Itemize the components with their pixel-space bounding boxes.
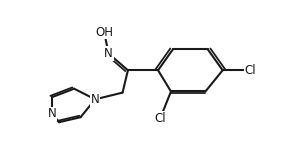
Text: N: N — [48, 107, 56, 120]
Text: OH: OH — [95, 26, 113, 39]
Text: Cl: Cl — [154, 112, 166, 125]
Text: N: N — [104, 47, 113, 60]
Text: Cl: Cl — [245, 64, 256, 77]
Text: N: N — [91, 93, 100, 106]
